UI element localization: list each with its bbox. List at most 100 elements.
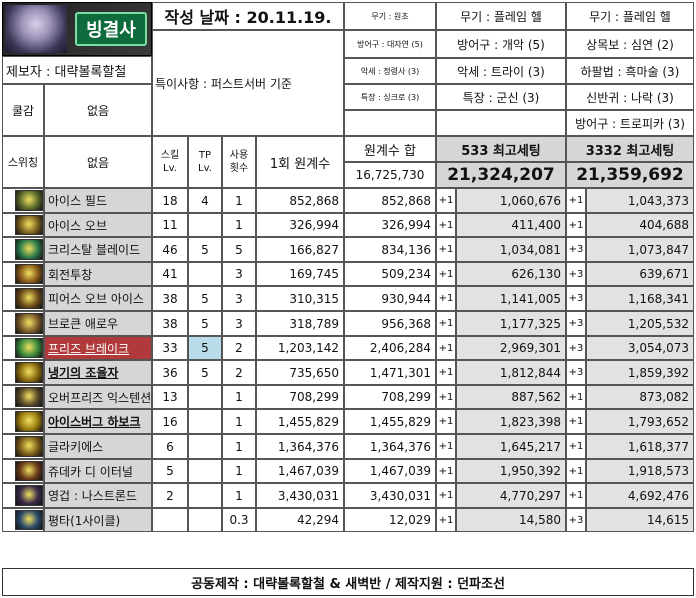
bonus-533: +1 [436,360,456,385]
use-count: 1 [222,434,256,459]
use-count: 0.3 [222,508,256,532]
skill-level: 38 [152,286,188,311]
tp-level [188,262,222,286]
gear533-accessory: 악세 : 트라이 (3) [436,58,566,84]
tp-level: 5 [188,237,222,262]
value-3332: 404,688 [586,213,694,237]
skill-icon-cell [2,360,44,385]
skill-icon [15,510,43,530]
bonus-533: +1 [436,311,456,336]
value-3332: 1,918,573 [586,459,694,483]
switching-value: 없음 [44,136,152,188]
skill-icon [15,338,43,358]
tp-level: 5 [188,286,222,311]
bonus-3332: +1 [566,188,586,213]
gear3332-lower: 하팔법 : 흑마술 (3) [566,58,694,84]
once-coefficient: 169,745 [256,262,344,286]
skill-name: 아이스버그 하보크 [44,409,152,434]
skill-level: 36 [152,360,188,385]
skill-name: 피어스 오브 아이스 [44,286,152,311]
class-logo: 빙결사 [2,2,152,56]
value-533: 1,950,392 [456,459,566,483]
bonus-533: +1 [436,385,456,409]
col-tp-level: TP Lv. [188,136,222,188]
skill-icon-cell [2,213,44,237]
once-coefficient: 852,868 [256,188,344,213]
skill-level: 33 [152,336,188,360]
col-once: 1회 원계수 [256,136,344,188]
bonus-533: +1 [436,409,456,434]
sum-coefficient: 509,234 [344,262,436,286]
once-coefficient: 166,827 [256,237,344,262]
skill-icon-cell [2,483,44,508]
skill-level: 5 [152,459,188,483]
value-533: 1,645,217 [456,434,566,459]
bonus-3332: +1 [566,409,586,434]
value-3332: 1,793,652 [586,409,694,434]
skill-icon-cell [2,434,44,459]
bonus-3332: +1 [566,385,586,409]
value-3332: 873,082 [586,385,694,409]
skill-icon [15,485,43,506]
total-533: 21,324,207 [436,162,566,188]
sum-coefficient: 834,136 [344,237,436,262]
skill-name: 오버프리즈 익스텐션 [44,385,152,409]
value-533: 411,400 [456,213,566,237]
gear533-weapon: 무기 : 플레임 헬 [436,2,566,30]
sum-coefficient: 12,029 [344,508,436,532]
skill-level: 41 [152,262,188,286]
use-count: 1 [222,409,256,434]
use-count: 3 [222,286,256,311]
bonus-533: +1 [436,434,456,459]
value-3332: 1,043,373 [586,188,694,213]
value-533: 1,812,844 [456,360,566,385]
skill-icon [15,436,43,457]
skill-name: 아이스 오브 [44,213,152,237]
skill-icon-cell [2,311,44,336]
tp-level: 4 [188,188,222,213]
bonus-3332: +3 [566,237,586,262]
skill-icon-cell [2,385,44,409]
skill-name: 회전투창 [44,262,152,286]
skill-icon [15,362,43,383]
value-533: 4,770,297 [456,483,566,508]
once-coefficient: 310,315 [256,286,344,311]
base-gear-empty [344,110,436,136]
date-label: 작성 날짜 : 20.11.19. [152,2,344,30]
class-name-badge: 빙결사 [75,12,147,46]
special-note: 특이사항 : 퍼스트서버 기준 [152,30,344,136]
bonus-3332: +3 [566,262,586,286]
skill-icon [15,288,43,309]
col-skill-level: 스킬 Lv. [152,136,188,188]
character-portrait [5,5,67,53]
skill-icon [15,239,43,260]
once-coefficient: 42,294 [256,508,344,532]
skill-icon-cell [2,459,44,483]
value-533: 1,060,676 [456,188,566,213]
once-coefficient: 708,299 [256,385,344,409]
skill-icon [15,313,43,334]
bonus-533: +1 [436,286,456,311]
skill-icon [15,411,43,432]
skill-icon-cell [2,286,44,311]
skill-level: 2 [152,483,188,508]
value-3332: 639,671 [586,262,694,286]
base-gear-special: 특장 : 싱크로 (3) [344,84,436,110]
skill-name: 평타(1사이클) [44,508,152,532]
tp-level: 5 [188,336,222,360]
skill-icon-cell [2,508,44,532]
bonus-3332: +3 [566,360,586,385]
sum-total: 16,725,730 [344,162,436,188]
base-gear-armor: 방어구 : 대자연 (5) [344,30,436,58]
bonus-533: +1 [436,459,456,483]
sum-coefficient: 1,471,301 [344,360,436,385]
skill-icon [15,215,43,235]
skill-level: 38 [152,311,188,336]
value-533: 626,130 [456,262,566,286]
once-coefficient: 1,203,142 [256,336,344,360]
sum-coefficient: 708,299 [344,385,436,409]
use-count: 1 [222,459,256,483]
use-count: 1 [222,188,256,213]
use-count: 2 [222,360,256,385]
skill-level [152,508,188,532]
